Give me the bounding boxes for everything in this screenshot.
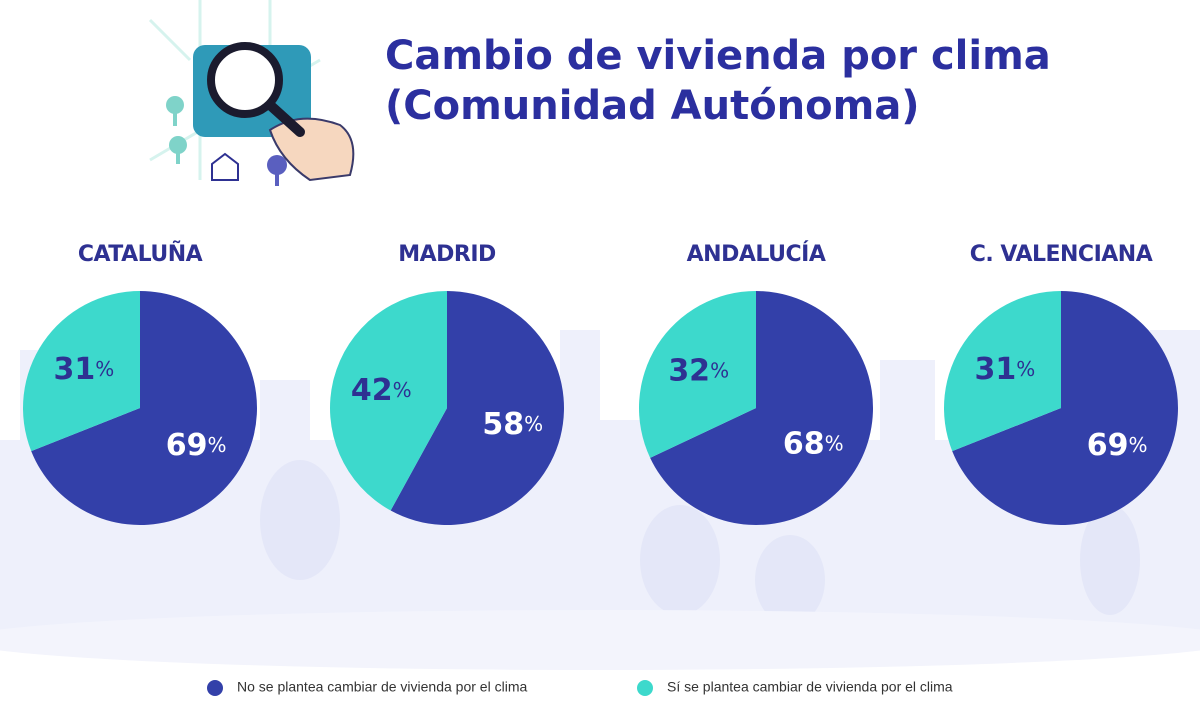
legend-label: No se plantea cambiar de vivienda por el… [237,679,527,695]
value-label: 42% [351,373,412,408]
legend: No se plantea cambiar de vivienda por el… [207,679,953,696]
pie-title: MADRID [398,242,496,267]
legend-label: Sí se plantea cambiar de vivienda por el… [667,679,953,695]
value-label: 32% [668,353,729,388]
pie-title: CATALUÑA [78,241,203,267]
pie-slice [650,291,874,525]
pie-slice [639,291,756,458]
pie-slice [943,291,1061,452]
pie-title: C. VALENCIANA [970,242,1153,267]
value-label: 69% [166,428,227,463]
legend-marker [637,680,653,696]
pie-slice [952,291,1178,525]
pie-slice [390,291,565,525]
title: (Comunidad Autónoma) [385,83,920,129]
value-label: 58% [482,406,543,441]
value-label: 69% [1087,428,1148,463]
value-label: 68% [783,426,844,461]
title: Cambio de vivienda por clima [385,33,1051,79]
header-illustration [148,0,355,186]
value-label: 31% [53,351,114,386]
pies: CATALUÑA 69% 31% MADRID 58% 42% ANDALUCÍA 68% 32… [22,241,1178,525]
legend-marker [207,680,223,696]
pie-slice [330,291,447,511]
pie-slice [22,291,140,452]
pie-title: ANDALUCÍA [687,241,826,267]
value-label: 31% [974,351,1035,386]
pie-slice [31,291,257,525]
